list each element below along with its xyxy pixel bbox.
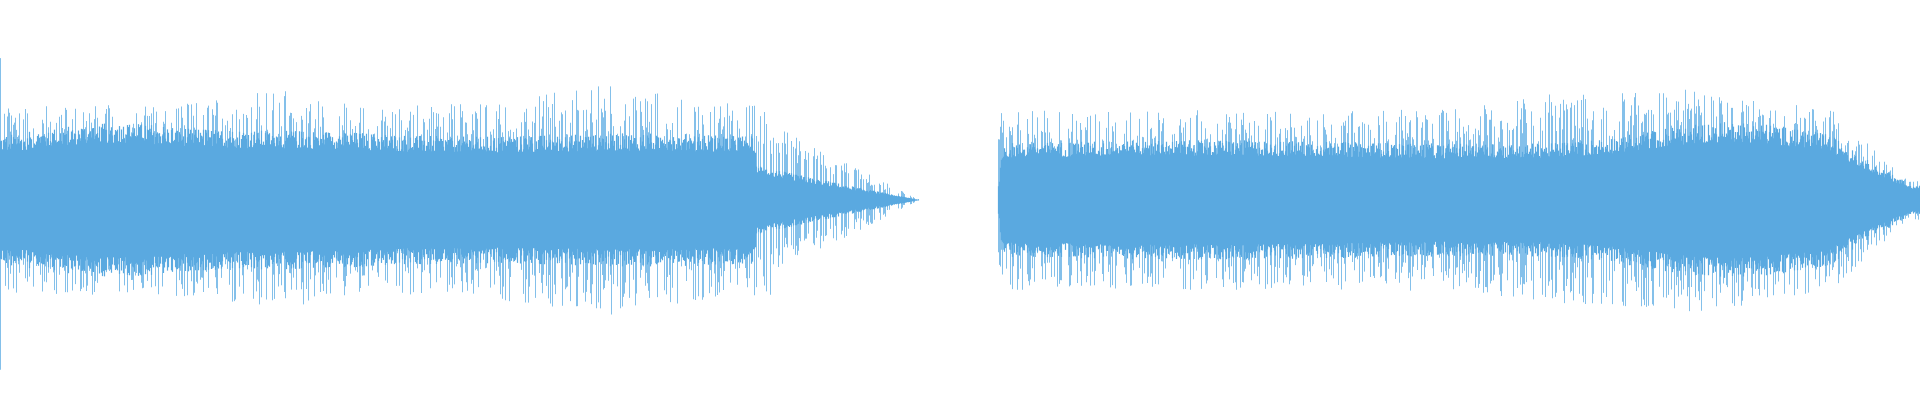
waveform-view bbox=[0, 58, 1920, 370]
page: (() => { const data = JSON.parse(documen… bbox=[0, 58, 1920, 370]
